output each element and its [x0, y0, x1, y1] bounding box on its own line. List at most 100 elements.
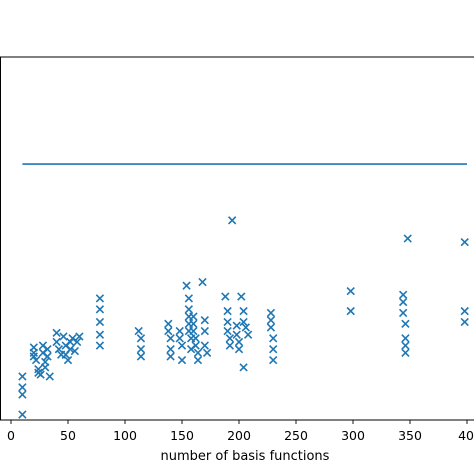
data-point: [43, 345, 52, 354]
data-point: [225, 341, 235, 350]
data-point: [200, 326, 209, 336]
x-tick-label: 40: [458, 428, 474, 443]
data-point: [243, 330, 253, 339]
data-point: [66, 345, 75, 354]
x-axis-ticks: 0 50 100 150 200 250 300 350 40: [7, 420, 474, 443]
data-point: [36, 370, 45, 379]
data-point: [266, 316, 276, 325]
data-point: [269, 334, 278, 343]
data-point: [223, 317, 232, 327]
data-point: [401, 334, 410, 343]
data-point: [193, 355, 203, 365]
data-point: [398, 308, 408, 318]
data-marks: [18, 163, 469, 419]
data-point: [401, 319, 410, 328]
data-point: [189, 312, 198, 321]
data-point: [200, 341, 209, 350]
data-point: [136, 352, 146, 361]
data-point: [177, 341, 187, 350]
x-tick-label: 200: [227, 428, 251, 443]
x-axis-label: number of basis functions: [161, 449, 330, 464]
data-point: [269, 355, 278, 365]
data-point: [239, 317, 248, 327]
data-point: [166, 352, 175, 361]
data-point: [18, 372, 27, 381]
x-tick-label: 0: [7, 428, 15, 443]
data-point: [95, 330, 105, 339]
data-point: [95, 305, 105, 314]
data-point: [191, 341, 200, 350]
data-point: [346, 286, 355, 296]
data-point: [41, 363, 50, 372]
data-point: [239, 363, 248, 372]
data-point: [403, 234, 412, 243]
data-point: [401, 341, 410, 350]
data-point: [95, 294, 105, 303]
data-point: [184, 294, 194, 303]
data-point: [223, 326, 232, 336]
data-point: [232, 321, 241, 330]
data-point: [234, 345, 244, 354]
data-point: [202, 348, 212, 358]
data-point: [136, 334, 146, 343]
data-point: [239, 306, 248, 316]
data-point: [346, 306, 355, 316]
x-tick-label: 250: [284, 428, 308, 443]
x-tick-label: 100: [113, 428, 137, 443]
data-point: [227, 216, 237, 225]
data-point: [43, 352, 52, 361]
data-point: [95, 341, 105, 350]
data-point: [266, 323, 276, 332]
data-point: [175, 334, 184, 343]
data-point: [31, 355, 41, 365]
data-point: [166, 334, 175, 343]
data-point: [401, 348, 410, 358]
data-point: [234, 337, 244, 347]
data-point: [95, 317, 105, 327]
data-point: [54, 345, 64, 354]
x-tick-label: 300: [341, 428, 365, 443]
data-point: [164, 319, 173, 328]
x-tick-label: 50: [60, 428, 76, 443]
data-point: [198, 277, 207, 287]
data-point: [189, 319, 198, 328]
data-point: [191, 334, 200, 343]
data-point: [460, 237, 469, 247]
data-point: [175, 326, 184, 336]
data-point: [70, 346, 80, 356]
data-point: [269, 345, 278, 354]
plot-background: [0, 57, 474, 420]
data-point: [72, 337, 82, 347]
data-point: [63, 355, 73, 365]
data-point: [232, 330, 241, 339]
data-point: [177, 355, 187, 365]
x-tick-label: 350: [398, 428, 422, 443]
data-point: [18, 410, 27, 419]
data-point: [136, 345, 146, 354]
data-point: [18, 383, 27, 392]
data-point: [75, 332, 84, 341]
data-point: [34, 365, 43, 374]
data-point: [398, 297, 408, 307]
data-point: [59, 332, 68, 341]
data-point: [182, 281, 191, 290]
data-point: [221, 292, 230, 301]
data-point: [398, 290, 408, 299]
data-point: [266, 308, 276, 318]
data-point: [52, 337, 61, 347]
data-point: [29, 348, 38, 358]
data-point: [223, 306, 232, 316]
data-point: [460, 317, 469, 327]
data-point: [460, 306, 469, 316]
data-point: [166, 345, 175, 354]
data-point: [134, 326, 143, 336]
data-point: [189, 326, 198, 336]
data-point: [193, 348, 203, 358]
data-point: [184, 305, 194, 314]
data-point: [200, 316, 209, 325]
data-point: [18, 390, 27, 399]
data-point: [164, 326, 173, 336]
data-point: [225, 334, 235, 343]
data-point: [237, 292, 246, 301]
